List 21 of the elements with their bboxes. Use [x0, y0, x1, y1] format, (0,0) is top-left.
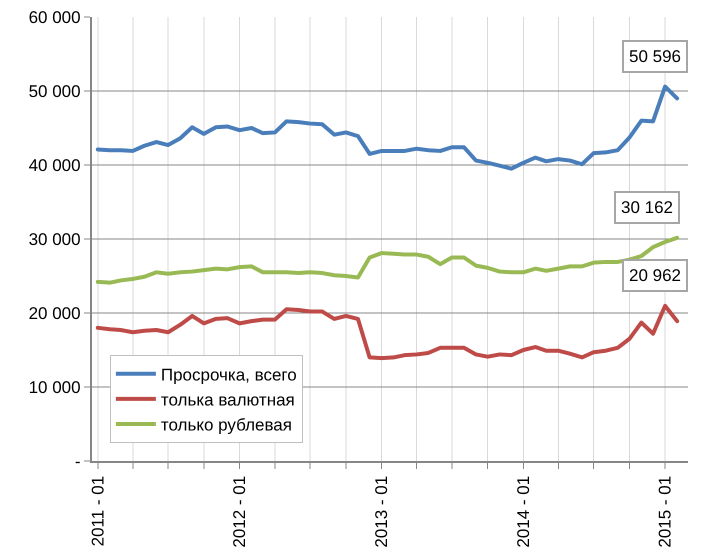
- y-tick-label: 40 000: [28, 156, 81, 175]
- y-tick-label: 30 000: [28, 230, 81, 249]
- line-series: [96, 84, 680, 171]
- x-tick-label: 2013 - 01: [372, 476, 392, 548]
- line-series: [96, 236, 680, 285]
- data-label: 20 962: [629, 266, 681, 285]
- data-label: 30 162: [621, 198, 673, 217]
- legend-label: толька валютная: [160, 390, 295, 410]
- legend-label: Просрочка, всего: [160, 365, 297, 384]
- data-label: 50 596: [629, 47, 681, 66]
- y-tick-label: 10 000: [28, 378, 81, 397]
- x-tick-label: 2012 - 01: [230, 476, 250, 548]
- y-tick-label: -: [74, 452, 81, 471]
- y-tick-label: 20 000: [28, 304, 81, 323]
- legend-label: только рублевая: [160, 416, 292, 435]
- x-tick-label: 2015 - 01: [656, 476, 675, 548]
- x-tick-label: 2014 - 01: [514, 476, 533, 548]
- y-tick-label: 60 000: [28, 8, 81, 27]
- line-series: [96, 304, 680, 360]
- x-tick-label: 2011 - 01: [88, 476, 108, 546]
- y-tick-label: 50 000: [28, 82, 81, 101]
